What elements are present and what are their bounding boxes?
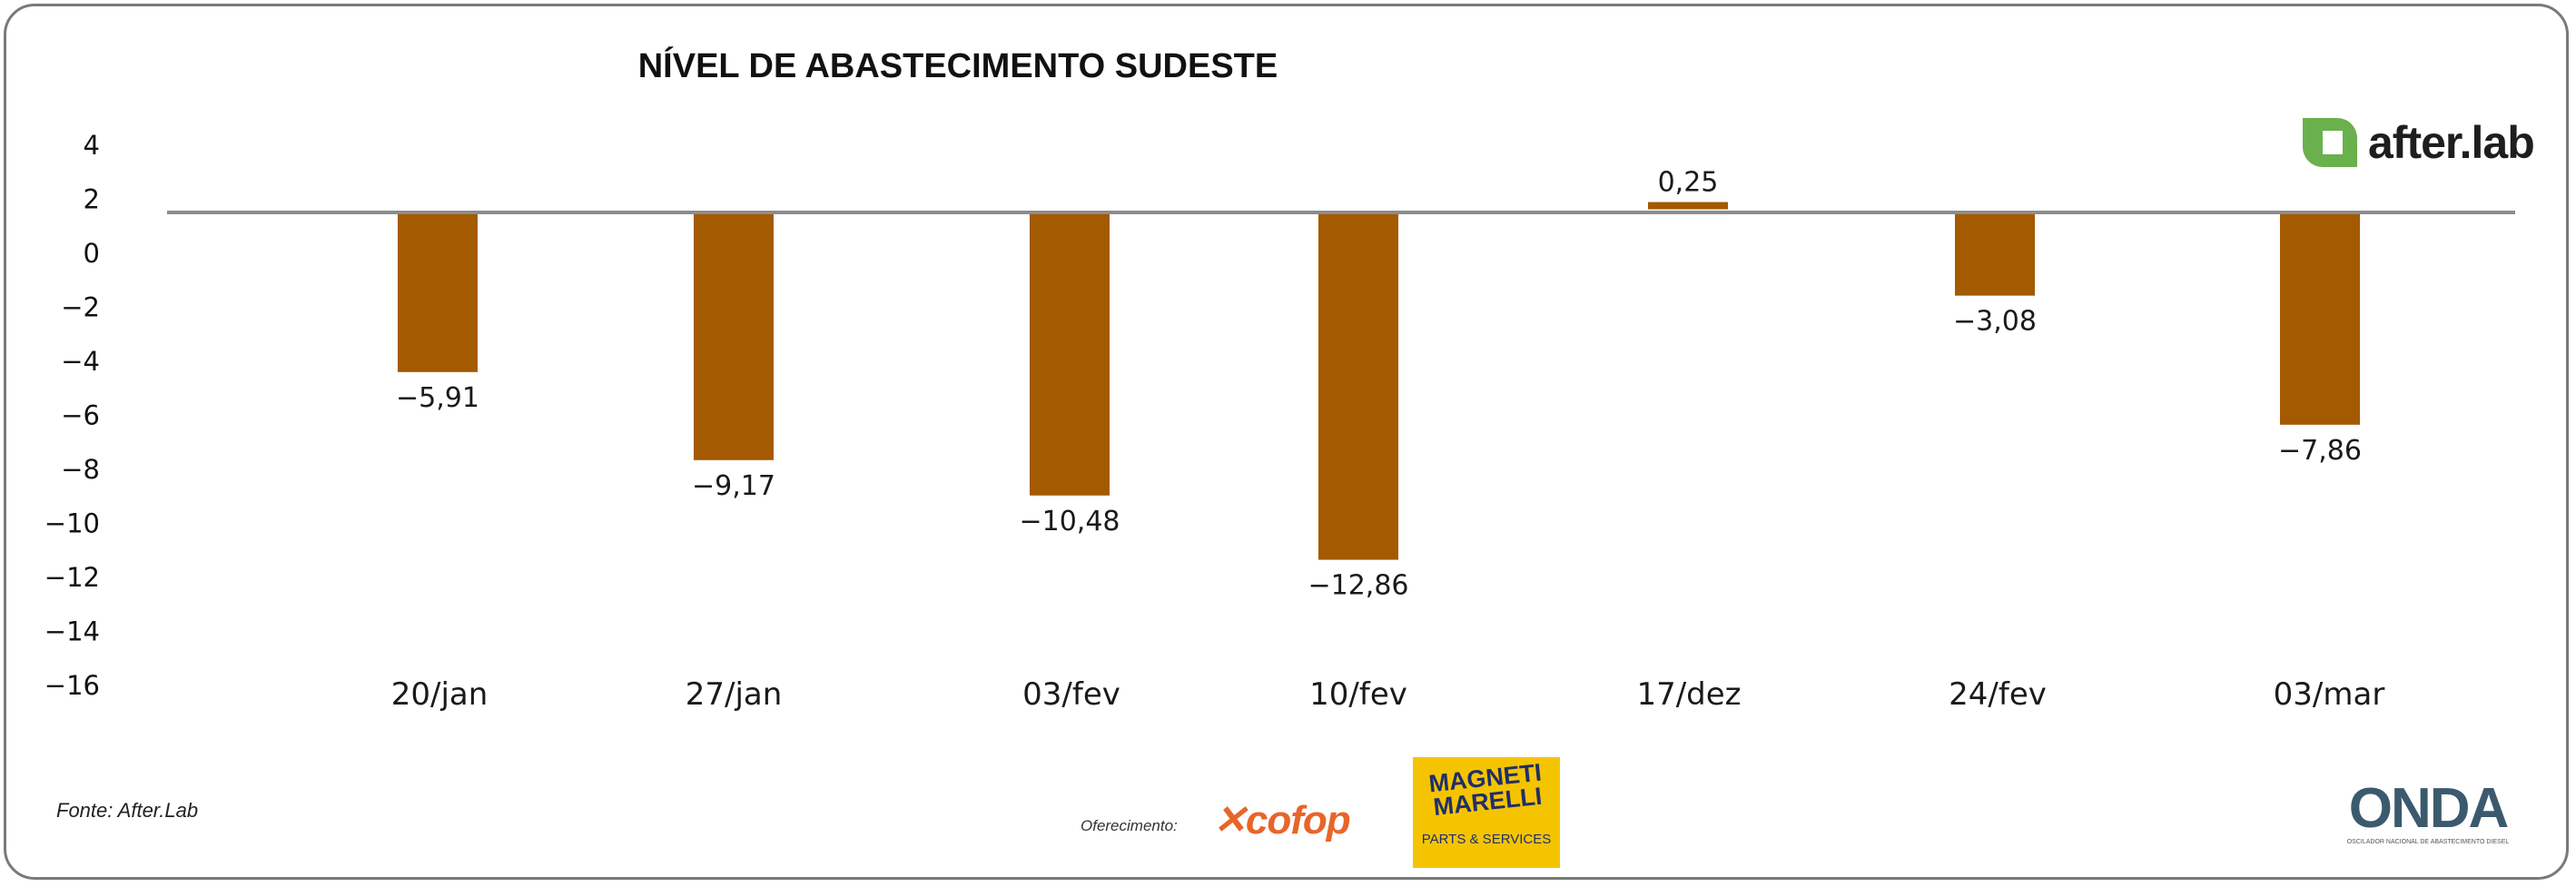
data-label: −10,48 [1019, 506, 1120, 537]
afterlab-logo-icon [2303, 118, 2357, 167]
bar [398, 212, 478, 372]
afterlab-logo-text: after.lab [2368, 117, 2535, 168]
category-label: 17/dez [1636, 676, 1741, 713]
data-labels: −5,91 −9,17 −10,48 −12,86 0,25 −3,08 −7,86 [396, 167, 2362, 602]
chart-title: NÍVEL DE ABASTECIMENTO SUDESTE [637, 47, 1278, 85]
category-label: 20/jan [391, 676, 489, 713]
magneti-marelli-logo-text: MAGNETI MARELLI [1427, 758, 1544, 822]
magneti-marelli-tagline: PARTS & SERVICES [1421, 832, 1552, 847]
data-label: 0,25 [1658, 167, 1719, 199]
category-labels: 20/jan 27/jan 03/fev 10/fev 17/dez 24/fev 03/m… [391, 676, 2385, 713]
source-note: Fonte: After.Lab [56, 799, 199, 822]
bar [2280, 212, 2360, 425]
bar [1955, 212, 2035, 296]
category-label: 03/fev [1022, 676, 1120, 713]
y-tick-label: −14 [44, 616, 100, 647]
bar [1648, 202, 1728, 210]
y-tick-label: 0 [84, 238, 100, 269]
afterlab-logo: after.lab [2295, 114, 2550, 171]
y-tick-label: −10 [44, 508, 100, 539]
y-axis-ticks: 4 2 0 −2 −4 −6 −8 −10 −12 −14 −16 [44, 130, 100, 701]
data-label: −12,86 [1308, 570, 1408, 602]
data-label: −3,08 [1953, 306, 2037, 338]
data-label: −5,91 [396, 382, 479, 414]
bar [1318, 212, 1398, 560]
sponsor-label: Oferecimento: [1081, 817, 1178, 834]
cofop-logo-icon: ✕ [1213, 798, 1247, 843]
category-label: 03/mar [2274, 676, 2385, 713]
y-tick-label: −16 [44, 670, 100, 701]
data-label: −7,86 [2278, 435, 2362, 467]
y-tick-label: −8 [61, 454, 100, 485]
onda-logo: ONDA OSCILADOR NACIONAL DE ABASTECIMENTO… [2337, 781, 2519, 853]
category-label: 27/jan [686, 676, 783, 713]
bars [398, 202, 2360, 560]
cofop-logo-text: cofop [1245, 798, 1351, 843]
onda-logo-text: ONDA [2348, 777, 2510, 840]
bar [694, 212, 774, 460]
y-tick-label: 2 [84, 184, 100, 215]
cofop-logo: ✕cofop [1213, 797, 1351, 843]
category-label: 24/fev [1949, 676, 2047, 713]
chart-frame [4, 4, 2569, 880]
y-tick-label: −4 [61, 346, 100, 377]
category-label: 10/fev [1309, 676, 1407, 713]
onda-tagline: OSCILADOR NACIONAL DE ABASTECIMENTO DIES… [2346, 839, 2510, 845]
bar [1030, 212, 1110, 496]
magneti-marelli-logo: MAGNETI MARELLI PARTS & SERVICES [1413, 757, 1560, 868]
y-tick-label: 4 [84, 130, 100, 161]
data-label: −9,17 [692, 470, 775, 502]
y-tick-label: −12 [44, 562, 100, 593]
y-tick-label: −6 [61, 400, 100, 431]
y-tick-label: −2 [61, 292, 100, 323]
